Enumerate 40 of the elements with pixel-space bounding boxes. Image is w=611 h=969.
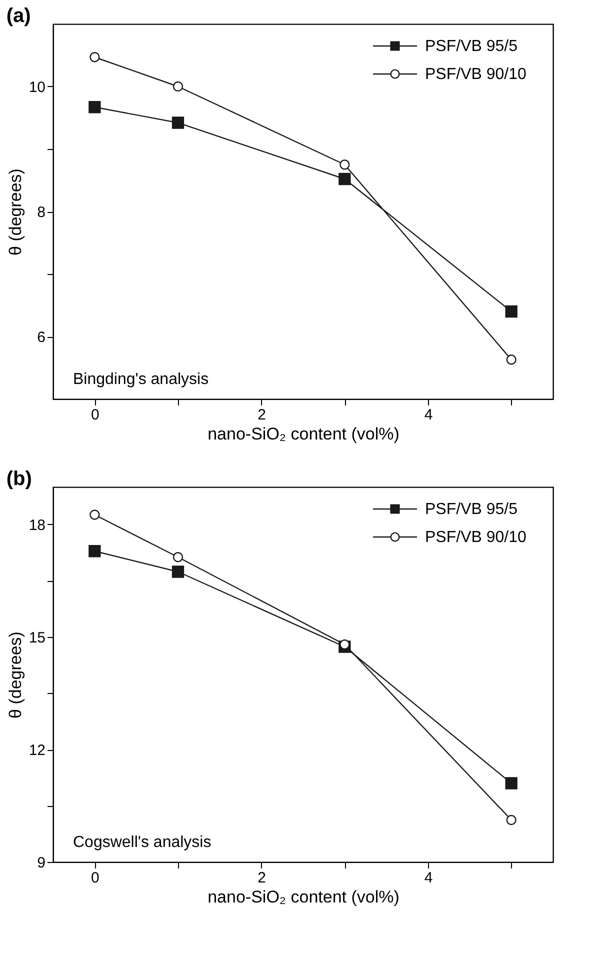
point (172, 116, 184, 129)
point (506, 354, 516, 365)
legend-label: PSF/VB 90/10 (425, 66, 526, 83)
x-tick-label: 2 (258, 870, 266, 886)
x-axis-title: nano-SiO₂ content (vol%) (208, 424, 400, 444)
point (88, 101, 101, 114)
annotation: Cogswell's analysis (73, 834, 212, 851)
point (505, 305, 518, 318)
point (506, 814, 516, 826)
point (505, 777, 518, 790)
point (172, 566, 184, 578)
point (172, 552, 184, 562)
annotation: Bingding's analysis (73, 371, 209, 388)
point (340, 639, 350, 650)
point (90, 510, 100, 520)
y-tick-label: 18 (28, 517, 46, 534)
chart-title: (a) (6, 5, 31, 27)
point (88, 545, 101, 558)
legend-label: PSF/VB 90/10 (425, 529, 526, 546)
legend-label: PSF/VB 95/5 (425, 501, 518, 518)
point (172, 81, 184, 92)
y-axis-title: θ (degrees) (6, 168, 25, 256)
x-tick-label: 0 (90, 870, 100, 886)
x-axis-title: nano-SiO₂ content (vol%) (208, 888, 400, 906)
x-tick-label: 4 (424, 870, 433, 886)
chart-title: (b) (6, 468, 32, 490)
legend-label: PSF/VB 95/5 (425, 38, 518, 55)
y-axis-title: θ (degrees) (6, 632, 25, 718)
y-tick-label: 12 (28, 742, 46, 759)
x-tick-label: 2 (258, 406, 266, 424)
point (338, 172, 351, 186)
y-tick-label: 10 (28, 79, 46, 96)
x-tick-label: 4 (424, 406, 433, 424)
x-tick-label: 0 (90, 406, 100, 424)
y-tick-label: 15 (28, 630, 46, 646)
point (340, 160, 350, 170)
point (90, 52, 100, 62)
y-tick-label: 6 (37, 329, 46, 346)
y-tick-label: 8 (37, 204, 46, 221)
y-tick-label: 9 (37, 854, 46, 872)
